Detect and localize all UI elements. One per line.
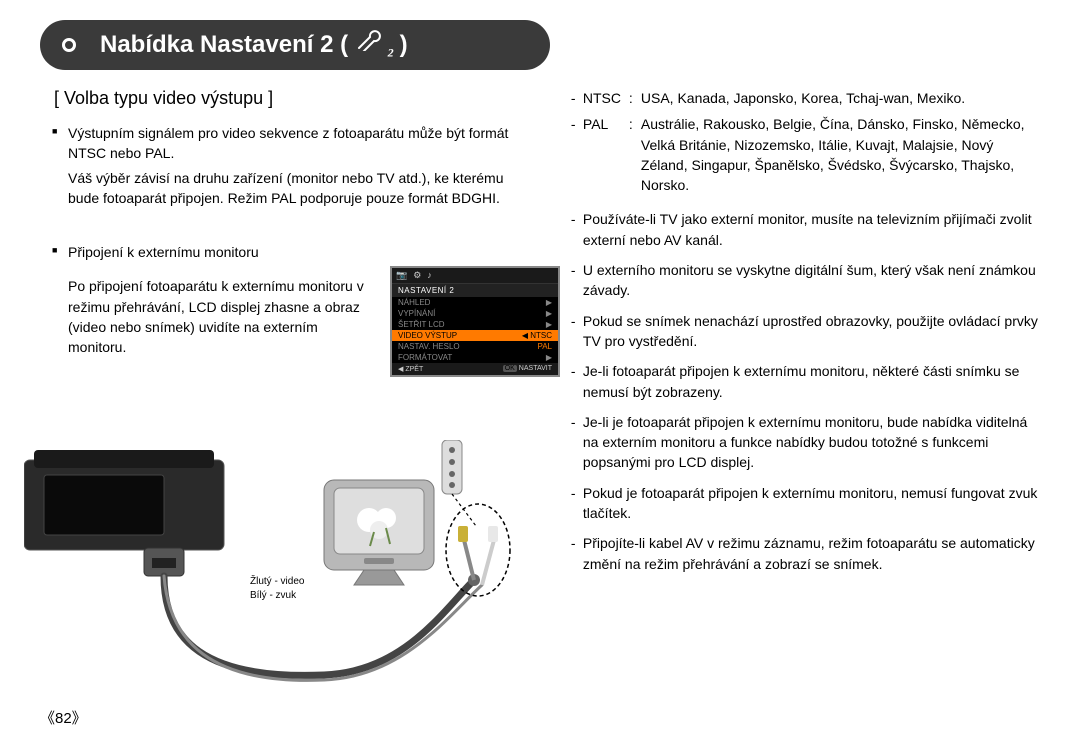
section-subtitle: [ Volba typu video výstupu ] xyxy=(40,88,535,109)
note-menu-visible: Je-li je fotoaparát připojen k externímu… xyxy=(565,412,1040,473)
ntsc-body: USA, Kanada, Japonsko, Korea, Tchaj-wan,… xyxy=(641,88,1040,108)
menu-row: ŠETŘIT LCD▶ xyxy=(392,319,558,330)
camera-icon: 📷 xyxy=(396,270,407,281)
note-tv-channel: Používáte-li TV jako externí monitor, mu… xyxy=(565,209,1040,250)
ntsc-colon: : xyxy=(629,88,641,108)
note-digital-noise: U externího monitoru se vyskytne digitál… xyxy=(565,260,1040,301)
pal-tag: PAL xyxy=(583,114,629,195)
page-title-pill: Nabídka Nastavení 2 ( 2 ) xyxy=(40,20,550,70)
menu-row: FORMÁTOVAT▶ xyxy=(392,352,558,363)
pal-colon: : xyxy=(629,114,641,195)
pal-body: Austrálie, Rakousko, Belgie, Čína, Dánsk… xyxy=(641,114,1040,195)
note-centering: Pokud se snímek nenachází uprostřed obra… xyxy=(565,311,1040,352)
wrench-icon: 2 xyxy=(356,29,394,60)
menu-row: NÁHLED▶ xyxy=(392,297,558,308)
paragraph-output-signal-text: Výstupním signálem pro video sekvence z … xyxy=(68,125,508,161)
connection-diagram xyxy=(24,440,554,700)
right-column: NTSC : USA, Kanada, Japonsko, Korea, Tch… xyxy=(565,88,1040,584)
page-title-close: ) xyxy=(400,31,408,59)
note-crop: Je-li fotoaparát připojen k externímu mo… xyxy=(565,361,1040,402)
menu-ok-badge: OK xyxy=(503,365,517,372)
menu-back-label: ◀ ZPĚT xyxy=(398,365,423,373)
menu-row: NASTAV. HESLO PAL xyxy=(392,341,558,352)
menu-set-label: NASTAVIT xyxy=(519,365,552,372)
note-av-cable: Připojíte-li kabel AV v režimu záznamu, … xyxy=(565,533,1040,574)
cable-white-label: Bílý - zvuk xyxy=(250,589,304,603)
menu-row: VIDEO VÝSTUP◀ NTSC xyxy=(392,330,558,341)
paragraph-connect-monitor-head: Připojení k externímu monitoru xyxy=(40,242,535,262)
pal-regions: PAL : Austrálie, Rakousko, Belgie, Čína,… xyxy=(565,114,1040,195)
menu-header: NASTAVENÍ 2 xyxy=(392,284,558,297)
ntsc-regions: NTSC : USA, Kanada, Japonsko, Korea, Tch… xyxy=(565,88,1040,108)
paragraph-output-signal: Výstupním signálem pro video sekvence z … xyxy=(40,123,535,208)
paragraph-connect-monitor-body: Po připojení fotoaparátu k externímu mon… xyxy=(40,276,370,357)
title-sub-number: 2 xyxy=(388,46,394,60)
page-number: 《82》 xyxy=(40,707,87,728)
cable-color-labels: Žlutý - video Bílý - zvuk xyxy=(250,575,304,603)
cable-yellow-label: Žlutý - video xyxy=(250,575,304,589)
title-bullet-icon xyxy=(62,38,76,52)
note-icon: ♪ xyxy=(427,270,432,281)
note-button-sound: Pokud je fotoaparát připojen k externímu… xyxy=(565,483,1040,524)
menu-footer: ◀ ZPĚT OK NASTAVIT xyxy=(392,363,558,375)
paragraph-output-signal-sub: Váš výběr závisí na druhu zařízení (moni… xyxy=(68,170,504,206)
menu-row: VYPÍNÁNÍ▶ xyxy=(392,308,558,319)
ntsc-tag: NTSC xyxy=(583,88,629,108)
camera-menu-screenshot: 📷 ⚙ ♪ NASTAVENÍ 2 NÁHLED▶VYPÍNÁNÍ▶ŠETŘIT… xyxy=(390,266,560,377)
page-title-text: Nabídka Nastavení 2 ( xyxy=(100,31,348,59)
menu-icon-row: 📷 ⚙ ♪ xyxy=(392,268,558,284)
gear-icon: ⚙ xyxy=(413,270,421,281)
